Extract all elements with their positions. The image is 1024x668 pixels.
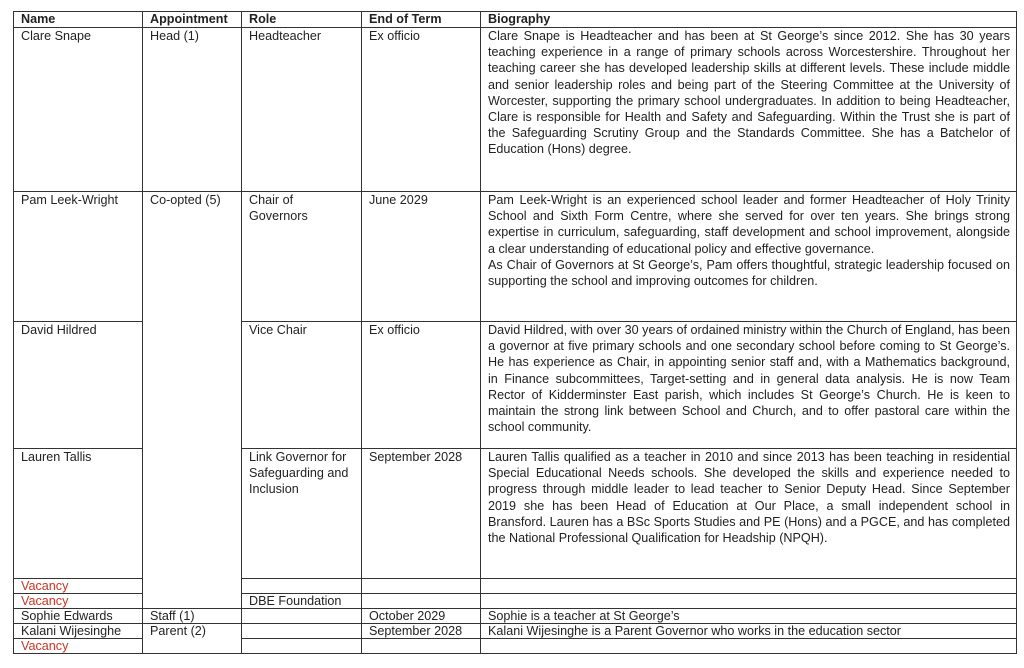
header-end-of-term: End of Term xyxy=(361,11,481,28)
role-cell xyxy=(241,608,362,624)
end-of-term-cell: October 2029 xyxy=(361,608,481,624)
table-row: Clare Snape Head (1) Headteacher Ex offi… xyxy=(13,27,1017,192)
role-cell: Link Governor for Safeguarding and Inclu… xyxy=(241,448,362,579)
name-cell: Sophie Edwards xyxy=(13,608,143,624)
table-row: Pam Leek-Wright Co-opted (5) Chair of Go… xyxy=(13,191,1017,609)
appointment-cell: Co-opted (5) xyxy=(142,191,242,609)
end-of-term-cell: June 2029 xyxy=(361,191,481,322)
name-cell: Pam Leek-Wright xyxy=(13,191,143,322)
biography-cell: David Hildred, with over 30 years of ord… xyxy=(480,321,1017,449)
biography-text: As Chair of Governors at St George’s, Pa… xyxy=(488,257,1010,289)
role-cell: Headteacher xyxy=(241,27,362,192)
name-cell: David Hildred xyxy=(13,321,143,449)
vacancy-cell: Vacancy xyxy=(13,578,143,594)
end-of-term-cell: Ex officio xyxy=(361,321,481,449)
table-row: Sophie Edwards Staff (1) October 2029 So… xyxy=(13,608,1017,624)
biography-cell: Kalani Wijesinghe is a Parent Governor w… xyxy=(480,623,1017,639)
name-cell: Lauren Tallis xyxy=(13,448,143,579)
biography-text: David Hildred, with over 30 years of ord… xyxy=(488,323,1010,435)
appointment-cell: Parent (2) xyxy=(142,623,242,654)
table-row: Kalani Wijesinghe Parent (2) September 2… xyxy=(13,623,1017,654)
header-row: Name Appointment Role End of Term Biogra… xyxy=(13,11,1017,28)
biography-cell: Pam Leek-Wright is an experienced school… xyxy=(480,191,1017,322)
table-row: Vacancy xyxy=(13,578,1017,594)
table-row: Vacancy xyxy=(13,638,1017,654)
biography-cell: Lauren Tallis qualified as a teacher in … xyxy=(480,448,1017,579)
role-cell xyxy=(241,623,362,639)
role-cell: Vice Chair xyxy=(241,321,362,449)
header-role: Role xyxy=(241,11,362,28)
role-cell xyxy=(241,578,362,594)
end-of-term-cell xyxy=(361,638,481,654)
biography-cell xyxy=(480,593,1017,609)
end-of-term-cell: September 2028 xyxy=(361,448,481,579)
end-of-term-cell xyxy=(361,578,481,594)
end-of-term-cell xyxy=(361,593,481,609)
end-of-term-cell: Ex officio xyxy=(361,27,481,192)
biography-cell: Clare Snape is Headteacher and has been … xyxy=(480,27,1017,192)
name-cell: Clare Snape xyxy=(13,27,143,192)
table-row: Lauren Tallis Link Governor for Safeguar… xyxy=(13,448,1017,579)
end-of-term-cell: September 2028 xyxy=(361,623,481,639)
biography-text: Pam Leek-Wright is an experienced school… xyxy=(488,193,1010,256)
biography-text: Clare Snape is Headteacher and has been … xyxy=(488,29,1010,157)
governors-table: Name Appointment Role End of Term Biogra… xyxy=(13,11,1017,654)
biography-text: Lauren Tallis qualified as a teacher in … xyxy=(488,450,1010,546)
biography-cell: Sophie is a teacher at St George’s xyxy=(480,608,1017,624)
header-name: Name xyxy=(13,11,143,28)
biography-cell xyxy=(480,638,1017,654)
header-biography: Biography xyxy=(480,11,1017,28)
role-cell: Chair of Governors xyxy=(241,191,362,322)
vacancy-cell: Vacancy xyxy=(13,638,143,654)
name-cell: Kalani Wijesinghe xyxy=(13,623,143,639)
role-cell xyxy=(241,638,362,654)
biography-cell xyxy=(480,578,1017,594)
appointment-cell: Head (1) xyxy=(142,27,242,192)
table-row: David Hildred Vice Chair Ex officio Davi… xyxy=(13,321,1017,449)
role-cell: DBE Foundation xyxy=(241,593,362,609)
header-appointment: Appointment xyxy=(142,11,242,28)
vacancy-cell: Vacancy xyxy=(13,593,143,609)
appointment-cell: Staff (1) xyxy=(142,608,242,624)
